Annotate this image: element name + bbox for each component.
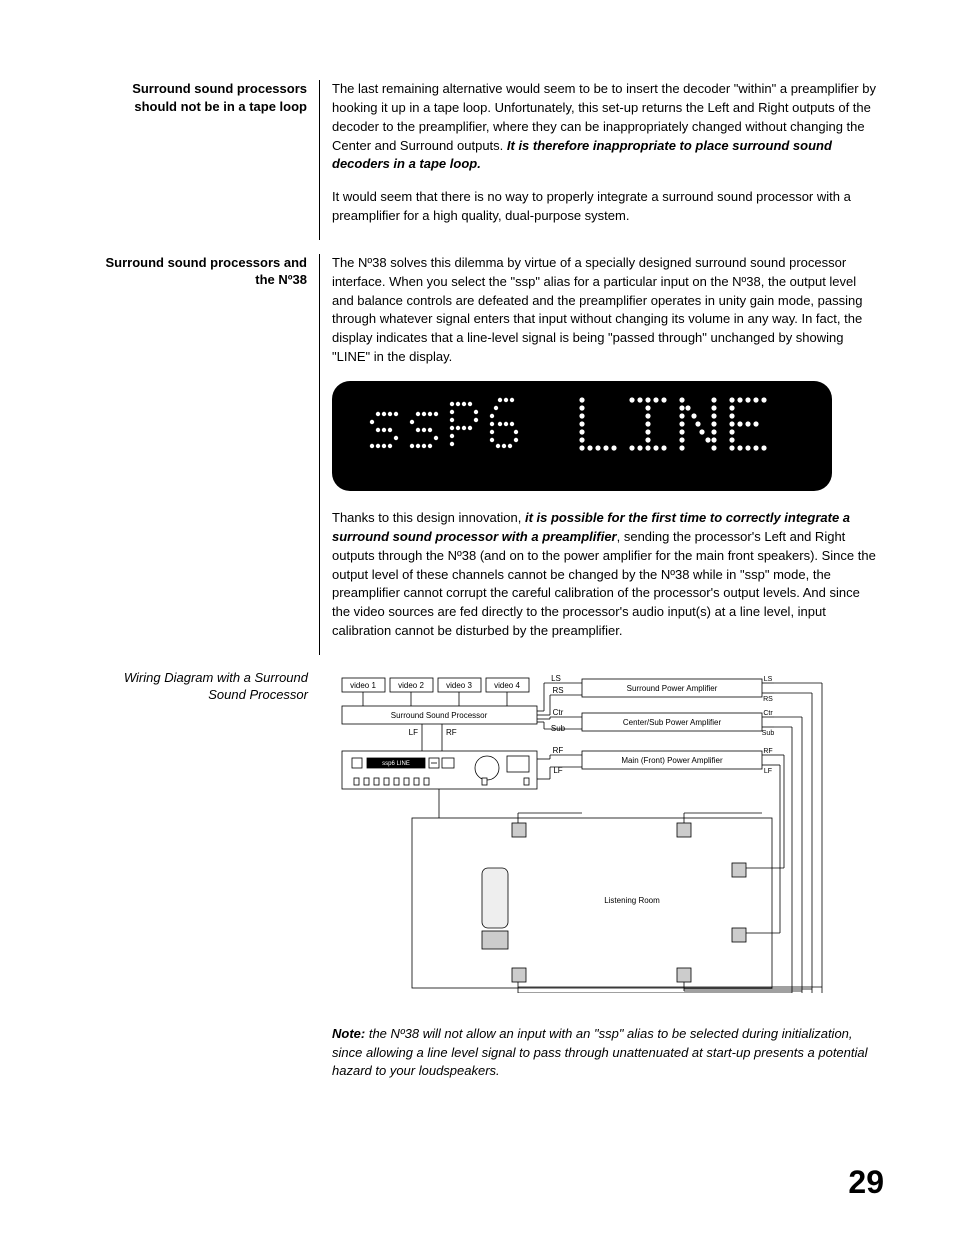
svg-text:Listening Room: Listening Room — [604, 896, 660, 905]
svg-text:Sub: Sub — [551, 724, 566, 733]
svg-text:Sub: Sub — [762, 730, 775, 737]
para-n38-2a: Thanks to this design innovation, — [332, 510, 525, 525]
para-2: It would seem that there is no way to pr… — [332, 188, 880, 226]
svg-text:Center/Sub Power Amplifier: Center/Sub Power Amplifier — [623, 718, 722, 727]
svg-text:LF: LF — [409, 728, 418, 737]
para-n38-1: The Nº38 solves this dilemma by virtue o… — [332, 254, 880, 367]
para-n38-2: Thanks to this design innovation, it is … — [332, 509, 880, 641]
svg-text:video 3: video 3 — [446, 681, 472, 690]
wiring-diagram: video 1 video 2 video 3 video 4 Surround… — [332, 673, 832, 993]
svg-text:RF: RF — [553, 746, 564, 755]
section-tape-loop: Surround sound processors should not be … — [100, 80, 884, 240]
lcd-display — [332, 381, 832, 491]
svg-text:RF: RF — [763, 748, 772, 755]
heading-tape-loop: Surround sound processors should not be … — [100, 80, 320, 240]
para-n38-2c: , sending the processor's Left and Right… — [332, 529, 876, 638]
svg-text:LF: LF — [764, 768, 772, 775]
svg-text:Surround Power Amplifier: Surround Power Amplifier — [627, 684, 718, 693]
svg-text:LS: LS — [551, 674, 561, 683]
svg-text:video 2: video 2 — [398, 681, 424, 690]
heading-wiring: Wiring Diagram with a Surround Sound Pro… — [100, 669, 320, 1011]
svg-text:Ctr: Ctr — [553, 708, 564, 717]
svg-text:Surround Sound Processor: Surround Sound Processor — [391, 711, 488, 720]
svg-text:video 1: video 1 — [350, 681, 376, 690]
svg-text:RS: RS — [552, 686, 563, 695]
note-label: Note: — [332, 1026, 365, 1041]
heading-n38: Surround sound processors and the Nº38 — [100, 254, 320, 655]
section-wiring: Wiring Diagram with a Surround Sound Pro… — [100, 669, 884, 1011]
diagram-container: video 1 video 2 video 3 video 4 Surround… — [320, 669, 880, 1011]
note-body: Note: the Nº38 will not allow an input w… — [320, 1025, 880, 1096]
svg-text:Ctr: Ctr — [763, 710, 773, 717]
body-n38: The Nº38 solves this dilemma by virtue o… — [320, 254, 880, 655]
note-content: the Nº38 will not allow an input with an… — [332, 1026, 868, 1079]
note-spacer — [100, 1025, 320, 1096]
section-n38: Surround sound processors and the Nº38 T… — [100, 254, 884, 655]
section-note: Note: the Nº38 will not allow an input w… — [100, 1025, 884, 1096]
svg-text:RS: RS — [763, 696, 773, 703]
para-1: The last remaining alternative would see… — [332, 80, 880, 174]
svg-text:video 4: video 4 — [494, 681, 520, 690]
svg-text:Main (Front) Power Amplifier: Main (Front) Power Amplifier — [621, 756, 723, 765]
page-number: 29 — [848, 1159, 884, 1205]
body-tape-loop: The last remaining alternative would see… — [320, 80, 880, 240]
svg-text:LS: LS — [764, 676, 773, 683]
dot-matrix-icon — [362, 396, 802, 476]
note-text: Note: the Nº38 will not allow an input w… — [332, 1025, 880, 1082]
svg-text:RF: RF — [446, 728, 457, 737]
svg-text:ssp6 LINE: ssp6 LINE — [382, 761, 410, 767]
